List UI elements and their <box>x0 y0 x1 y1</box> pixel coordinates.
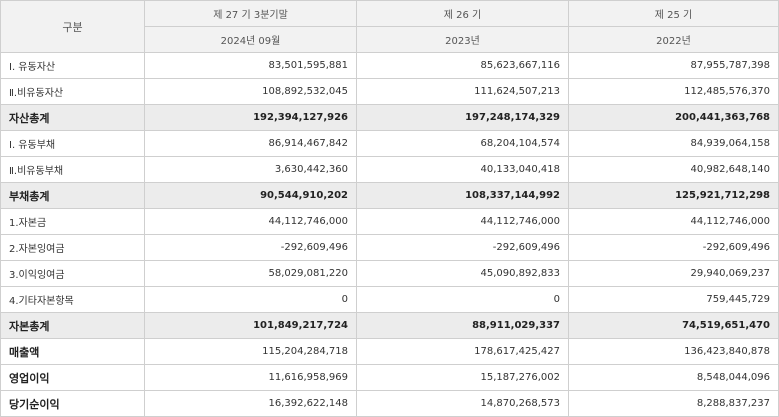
value-cell: 74,519,651,470 <box>568 312 779 339</box>
row-label: 당기순이익 <box>0 390 145 417</box>
value-cell: 45,090,892,833 <box>356 260 569 287</box>
value-cell: 14,870,268,573 <box>356 390 569 417</box>
row-current-assets: Ⅰ. 유동자산 83,501,595,881 85,623,667,116 87… <box>0 52 779 79</box>
row-label: 영업이익 <box>0 364 145 391</box>
value-cell: -292,609,496 <box>568 234 779 261</box>
row-total-equity: 자본총계 101,849,217,724 88,911,029,337 74,5… <box>0 312 779 339</box>
row-label: 부채총계 <box>0 182 145 209</box>
value-cell: 8,548,044,096 <box>568 364 779 391</box>
value-cell: 136,423,840,878 <box>568 338 779 365</box>
value-cell: 11,616,958,969 <box>144 364 357 391</box>
value-cell: 44,112,746,000 <box>568 208 779 235</box>
header-category: 구분 <box>0 0 145 53</box>
row-label: Ⅱ.비유동자산 <box>0 78 145 105</box>
value-cell: 197,248,174,329 <box>356 104 569 131</box>
value-cell: 125,921,712,298 <box>568 182 779 209</box>
row-label: 4.기타자본항목 <box>0 286 145 313</box>
row-total-liabilities: 부채총계 90,544,910,202 108,337,144,992 125,… <box>0 182 779 209</box>
row-label: 자산총계 <box>0 104 145 131</box>
row-label: Ⅰ. 유동부채 <box>0 130 145 157</box>
value-cell: 112,485,576,370 <box>568 78 779 105</box>
row-label: Ⅱ.비유동부채 <box>0 156 145 183</box>
value-cell: 759,445,729 <box>568 286 779 313</box>
value-cell: 86,914,467,842 <box>144 130 357 157</box>
value-cell: 3,630,442,360 <box>144 156 357 183</box>
row-capital-surplus: 2.자본잉여금 -292,609,496 -292,609,496 -292,6… <box>0 234 779 261</box>
table-header: 구분 제 27 기 3분기말 제 26 기 제 25 기 2024년 09월 2… <box>0 0 779 53</box>
value-cell: -292,609,496 <box>144 234 357 261</box>
value-cell: 111,624,507,213 <box>356 78 569 105</box>
value-cell: 29,940,069,237 <box>568 260 779 287</box>
row-revenue: 매출액 115,204,284,718 178,617,425,427 136,… <box>0 338 779 365</box>
row-label: Ⅰ. 유동자산 <box>0 52 145 79</box>
value-cell: 108,337,144,992 <box>356 182 569 209</box>
value-cell: 87,955,787,398 <box>568 52 779 79</box>
row-retained-earnings: 3.이익잉여금 58,029,081,220 45,090,892,833 29… <box>0 260 779 287</box>
row-total-assets: 자산총계 192,394,127,926 197,248,174,329 200… <box>0 104 779 131</box>
value-cell: 108,892,532,045 <box>144 78 357 105</box>
value-cell: -292,609,496 <box>356 234 569 261</box>
value-cell: 8,288,837,237 <box>568 390 779 417</box>
value-cell: 115,204,284,718 <box>144 338 357 365</box>
value-cell: 44,112,746,000 <box>356 208 569 235</box>
value-cell: 83,501,595,881 <box>144 52 357 79</box>
value-cell: 101,849,217,724 <box>144 312 357 339</box>
value-cell: 0 <box>144 286 357 313</box>
header-period-3-sub: 2022년 <box>568 26 779 53</box>
row-other-equity: 4.기타자본항목 0 0 759,445,729 <box>0 286 779 313</box>
row-noncurrent-assets: Ⅱ.비유동자산 108,892,532,045 111,624,507,213 … <box>0 78 779 105</box>
value-cell: 88,911,029,337 <box>356 312 569 339</box>
row-current-liabilities: Ⅰ. 유동부채 86,914,467,842 68,204,104,574 84… <box>0 130 779 157</box>
header-period-1-title: 제 27 기 3분기말 <box>144 0 357 27</box>
row-net-income: 당기순이익 16,392,622,148 14,870,268,573 8,28… <box>0 390 779 417</box>
row-label: 자본총계 <box>0 312 145 339</box>
value-cell: 85,623,667,116 <box>356 52 569 79</box>
value-cell: 178,617,425,427 <box>356 338 569 365</box>
row-label: 3.이익잉여금 <box>0 260 145 287</box>
header-period-2-title: 제 26 기 <box>356 0 569 27</box>
row-noncurrent-liabilities: Ⅱ.비유동부채 3,630,442,360 40,133,040,418 40,… <box>0 156 779 183</box>
value-cell: 58,029,081,220 <box>144 260 357 287</box>
row-label: 2.자본잉여금 <box>0 234 145 261</box>
table-body: Ⅰ. 유동자산 83,501,595,881 85,623,667,116 87… <box>0 52 779 417</box>
value-cell: 0 <box>356 286 569 313</box>
row-label: 매출액 <box>0 338 145 365</box>
header-period-2-sub: 2023년 <box>356 26 569 53</box>
row-label: 1.자본금 <box>0 208 145 235</box>
header-period-1-sub: 2024년 09월 <box>144 26 357 53</box>
value-cell: 16,392,622,148 <box>144 390 357 417</box>
value-cell: 68,204,104,574 <box>356 130 569 157</box>
value-cell: 192,394,127,926 <box>144 104 357 131</box>
value-cell: 200,441,363,768 <box>568 104 779 131</box>
value-cell: 84,939,064,158 <box>568 130 779 157</box>
value-cell: 40,982,648,140 <box>568 156 779 183</box>
row-operating-income: 영업이익 11,616,958,969 15,187,276,002 8,548… <box>0 364 779 391</box>
value-cell: 40,133,040,418 <box>356 156 569 183</box>
row-capital-stock: 1.자본금 44,112,746,000 44,112,746,000 44,1… <box>0 208 779 235</box>
value-cell: 90,544,910,202 <box>144 182 357 209</box>
value-cell: 15,187,276,002 <box>356 364 569 391</box>
value-cell: 44,112,746,000 <box>144 208 357 235</box>
header-period-3-title: 제 25 기 <box>568 0 779 27</box>
